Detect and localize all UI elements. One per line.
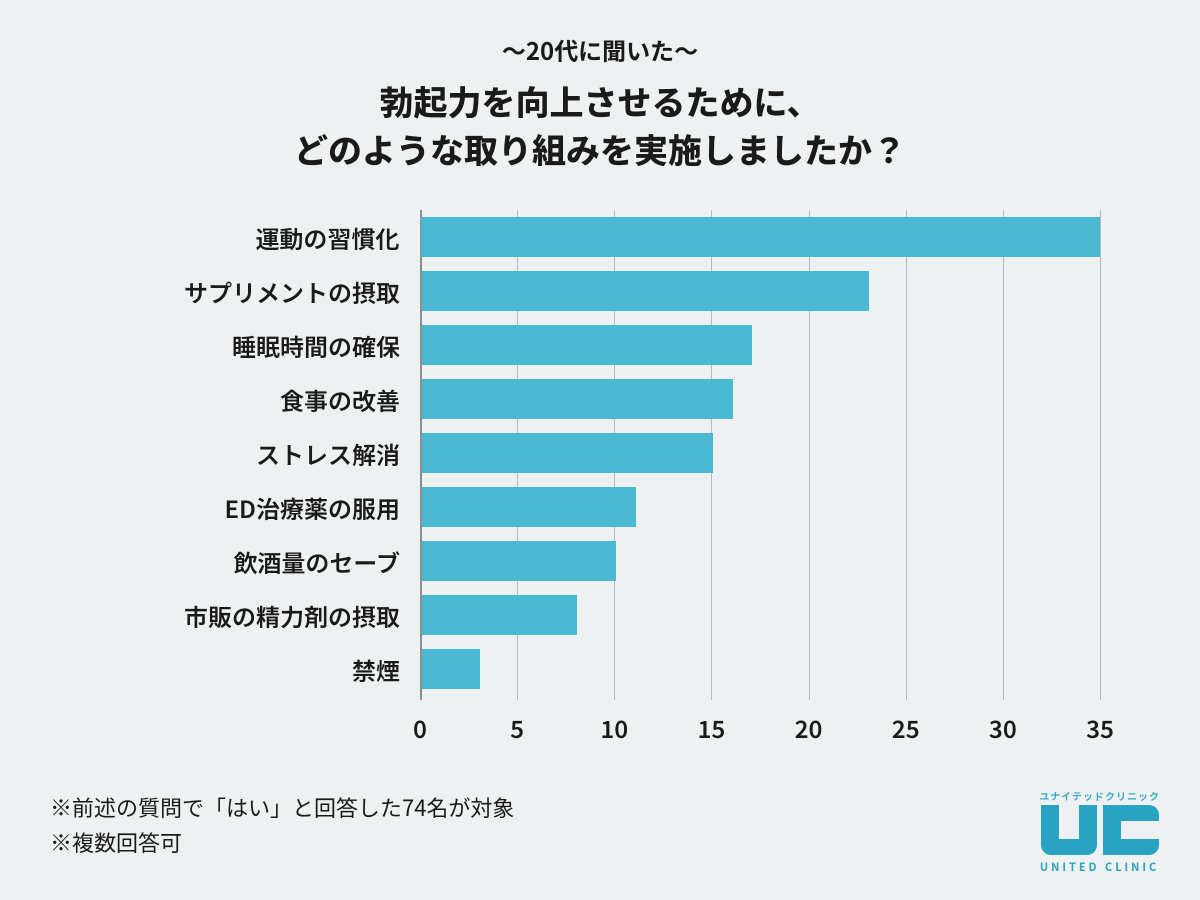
brand-logo: ユナイテッドクリニック UNITED CLINIC [1039,788,1160,875]
bar [421,217,1100,257]
bar [422,487,636,527]
title-line-1: 勃起力を向上させるために、 [380,76,821,125]
bar [422,379,733,419]
bar-label: 飲酒量のセーブ [100,544,410,579]
bar [422,433,713,473]
bar-label: 睡眠時間の確保 [100,328,410,363]
logo-letter-c [1103,805,1159,855]
logo-mark [1039,805,1160,855]
footnote-2: ※複数回答可 [50,825,514,860]
x-tick-label: 35 [1086,710,1114,745]
bar-label: 市販の精力剤の摂取 [100,598,410,633]
bar [422,649,480,689]
gridline [1100,210,1101,700]
bar [422,595,577,635]
bar [422,325,752,365]
x-tick-label: 5 [510,710,524,745]
bar-label: ストレス解消 [100,436,410,471]
x-tick-label: 30 [989,710,1017,745]
logo-letter-u [1041,805,1097,855]
x-tick-label: 20 [795,710,823,745]
x-tick-label: 15 [698,710,726,745]
title-line-2: どのような取り組みを実施しましたか？ [294,124,906,173]
bar-label: 食事の改善 [100,382,410,417]
footnotes: ※前述の質問で「はい」と回答した74名が対象 ※複数回答可 [50,790,514,860]
bar-row: サプリメントの摂取 [100,264,1100,318]
logo-kana: ユナイテッドクリニック [1039,788,1160,803]
bar-row: ED治療薬の服用 [100,480,1100,534]
bar-row: 禁煙 [100,642,1100,696]
bar-row: 市販の精力剤の摂取 [100,588,1100,642]
x-tick-label: 10 [600,710,628,745]
footnote-1: ※前述の質問で「はい」と回答した74名が対象 [50,790,514,825]
chart-subtitle: ～20代に聞いた～ [0,32,1200,67]
bar-row: 睡眠時間の確保 [100,318,1100,372]
logo-text: UNITED CLINIC [1039,859,1160,875]
x-tick-label: 0 [413,710,427,745]
bar-row: ストレス解消 [100,426,1100,480]
bar-label: 禁煙 [100,652,410,687]
bar-row: 食事の改善 [100,372,1100,426]
bar-row: 飲酒量のセーブ [100,534,1100,588]
bar [422,271,869,311]
bar [422,541,616,581]
bar-label: ED治療薬の服用 [100,490,410,525]
bar-label: 運動の習慣化 [100,220,409,255]
chart-header: ～20代に聞いた～ 勃起力を向上させるために、 どのような取り組みを実施しました… [0,0,1200,172]
x-tick-label: 25 [892,710,920,745]
bar-label: サプリメントの摂取 [100,274,410,309]
bar-chart: 運動の習慣化サプリメントの摂取睡眠時間の確保食事の改善ストレス解消 ED治療薬の服… [100,210,1100,740]
chart-title: 勃起力を向上させるために、 どのような取り組みを実施しましたか？ [0,77,1200,172]
bar-row: 運動の習慣化 [100,210,1100,264]
